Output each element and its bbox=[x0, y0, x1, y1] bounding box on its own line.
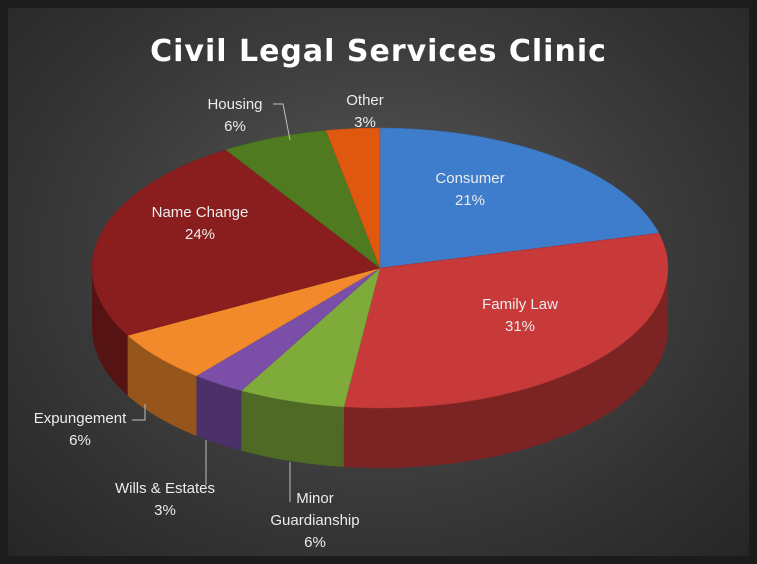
leader-line bbox=[273, 103, 291, 141]
category-label: Other bbox=[346, 92, 384, 109]
slice-label: Family Law 31% bbox=[460, 294, 580, 338]
slice bbox=[240, 267, 381, 408]
category-label: Housing bbox=[207, 96, 263, 113]
slice bbox=[225, 130, 381, 269]
slice-label: Name Change 24% bbox=[130, 202, 270, 246]
slice bbox=[325, 127, 381, 269]
category-label: Minor Guardianship bbox=[270, 490, 360, 529]
percent-label: 6% bbox=[304, 534, 326, 551]
slice-label: Minor Guardianship 6% bbox=[260, 488, 370, 554]
category-label: Family Law bbox=[482, 296, 558, 313]
slice-label: Other 3% bbox=[325, 90, 405, 134]
slice bbox=[195, 267, 381, 391]
chart-title: Civil Legal Services Clinic bbox=[150, 34, 607, 69]
slice-side bbox=[343, 268, 668, 468]
slice-label: Expungement 6% bbox=[15, 408, 145, 452]
category-label: Wills & Estates bbox=[114, 480, 216, 497]
slice-side bbox=[92, 268, 128, 396]
slice-label: Housing 6% bbox=[195, 94, 275, 138]
slice bbox=[91, 149, 381, 336]
category-label: Expungement bbox=[33, 410, 127, 427]
percent-label: 21% bbox=[454, 192, 486, 209]
leader-line bbox=[132, 404, 146, 421]
percent-label: 6% bbox=[224, 118, 246, 135]
slice-label: Consumer 21% bbox=[410, 168, 530, 212]
category-label: Name Change bbox=[151, 204, 249, 221]
percent-label: 31% bbox=[504, 318, 536, 335]
percent-label: 24% bbox=[184, 226, 216, 243]
slice-side bbox=[127, 335, 197, 436]
percent-label: 6% bbox=[69, 432, 91, 449]
category-label: Consumer bbox=[435, 170, 505, 187]
slice-side bbox=[241, 390, 344, 467]
percent-label: 3% bbox=[154, 502, 176, 519]
slice bbox=[343, 232, 669, 409]
slice bbox=[127, 267, 381, 377]
slice-label: Wills & Estates 3% bbox=[95, 478, 235, 522]
slice bbox=[379, 127, 660, 269]
slice-side bbox=[196, 375, 242, 451]
percent-label: 3% bbox=[354, 114, 376, 131]
